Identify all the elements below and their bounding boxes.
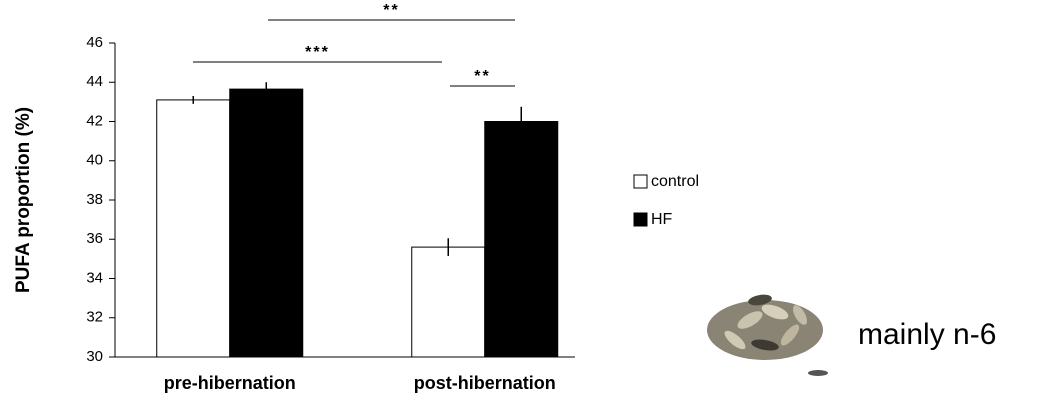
legend-swatch <box>634 213 647 226</box>
y-tick-label: 38 <box>86 191 103 208</box>
bar <box>412 247 485 357</box>
x-tick-label: post-hibernation <box>414 373 556 393</box>
y-tick-label: 30 <box>86 348 103 365</box>
y-tick-label: 34 <box>86 269 103 286</box>
legend-label: HF <box>651 211 673 228</box>
significance-label: ** <box>383 2 399 19</box>
legend-swatch <box>634 175 647 188</box>
y-tick-label: 36 <box>86 230 103 247</box>
y-tick-label: 46 <box>86 34 103 51</box>
legend-label: control <box>651 173 699 190</box>
y-tick-label: 32 <box>86 309 103 326</box>
y-tick-label: 44 <box>86 73 103 90</box>
bar <box>230 89 303 357</box>
side-label: mainly n-6 <box>858 318 996 351</box>
y-tick-label: 42 <box>86 112 103 129</box>
bar <box>157 100 230 357</box>
chart: PUFA proportion (%) mainly n-6 30 32 34 36 3… <box>0 0 1050 404</box>
bar <box>485 122 558 358</box>
significance-label: ** <box>474 68 490 85</box>
seeds-image <box>707 293 828 376</box>
x-tick-label: pre-hibernation <box>164 373 296 393</box>
y-tick-label: 40 <box>86 152 103 169</box>
significance-label: *** <box>305 44 330 61</box>
y-axis-label: PUFA proportion (%) <box>13 107 34 293</box>
